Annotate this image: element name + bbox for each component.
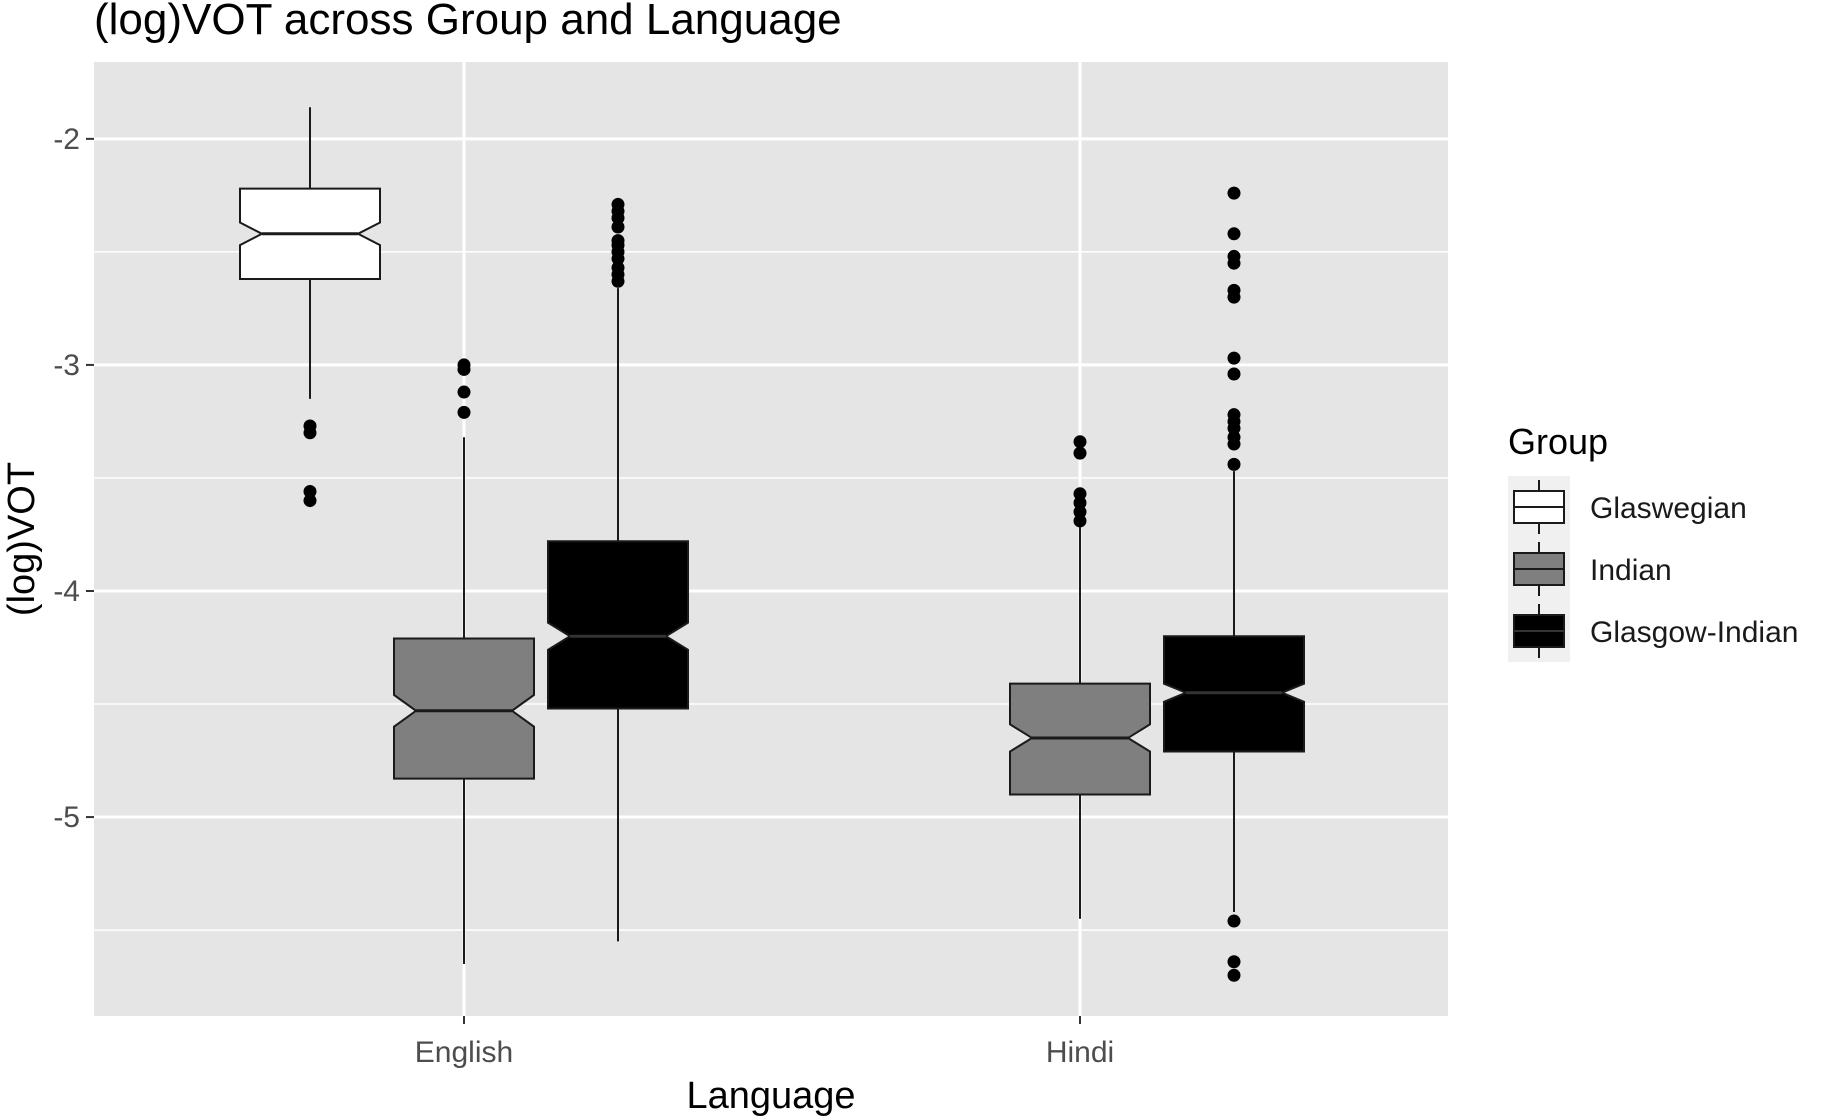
x-axis-title: Language	[686, 1075, 855, 1117]
box-glasgow-indian-hindi	[1163, 186, 1305, 982]
outlier-point	[1073, 446, 1087, 460]
outlier-point	[1227, 955, 1241, 969]
box-body	[547, 540, 689, 710]
outlier-point	[1227, 437, 1241, 451]
legend-title: Group	[1508, 421, 1608, 462]
outlier-point	[611, 211, 625, 225]
outlier-point	[1227, 290, 1241, 304]
outlier-point	[611, 220, 625, 234]
box-indian-english	[393, 358, 535, 965]
outlier-point	[303, 485, 317, 499]
outlier-point	[303, 494, 317, 508]
outlier-point	[457, 385, 471, 399]
outlier-point	[611, 274, 625, 288]
box-glaswegian-english	[239, 107, 381, 508]
legend-items: Glaswegian Indian Glasgow-Indian	[1513, 480, 1798, 658]
outlier-point	[1073, 496, 1087, 510]
outlier-point	[303, 426, 317, 440]
outlier-point	[1073, 505, 1087, 519]
box-indian-hindi	[1009, 435, 1151, 919]
outlier-point	[1227, 351, 1241, 365]
outlier-point	[1227, 227, 1241, 241]
legend-label: Glaswegian	[1590, 492, 1747, 525]
x-axis: English Hindi	[415, 1016, 1114, 1069]
outlier-point	[1227, 914, 1241, 928]
chart-title: (log)VOT across Group and Language	[94, 0, 842, 44]
legend: Group Glaswegian Indian Glasgow-Indian	[1508, 421, 1798, 662]
x-tick-label: Hindi	[1046, 1036, 1114, 1069]
y-axis-title: (log)VOT	[1, 462, 43, 616]
outlier-point	[1227, 968, 1241, 982]
outlier-point	[1227, 186, 1241, 200]
box-body	[393, 637, 535, 780]
x-tick-label: English	[415, 1036, 513, 1069]
outlier-point	[457, 405, 471, 419]
legend-item: Glasgow-Indian	[1513, 604, 1798, 658]
y-tick-label: -4	[53, 575, 80, 608]
outlier-point	[1227, 367, 1241, 381]
y-tick-label: -2	[53, 123, 80, 156]
outlier-point	[457, 362, 471, 376]
outlier-point	[1073, 487, 1087, 501]
legend-item: Indian	[1513, 542, 1672, 596]
outlier-point	[1227, 256, 1241, 270]
legend-label: Indian	[1590, 554, 1672, 587]
y-tick-label: -5	[53, 801, 80, 834]
outlier-point	[1073, 514, 1087, 528]
outlier-point	[611, 252, 625, 266]
box-glasgow-indian-english	[547, 197, 689, 942]
y-axis: -2 -3 -4 -5	[53, 123, 94, 834]
boxes	[239, 107, 1305, 982]
outlier-point	[1227, 457, 1241, 471]
outlier-point	[1227, 421, 1241, 435]
outlier-point	[1073, 435, 1087, 449]
legend-label: Glasgow-Indian	[1590, 616, 1798, 649]
legend-item: Glaswegian	[1513, 480, 1747, 534]
y-tick-label: -3	[53, 349, 80, 382]
